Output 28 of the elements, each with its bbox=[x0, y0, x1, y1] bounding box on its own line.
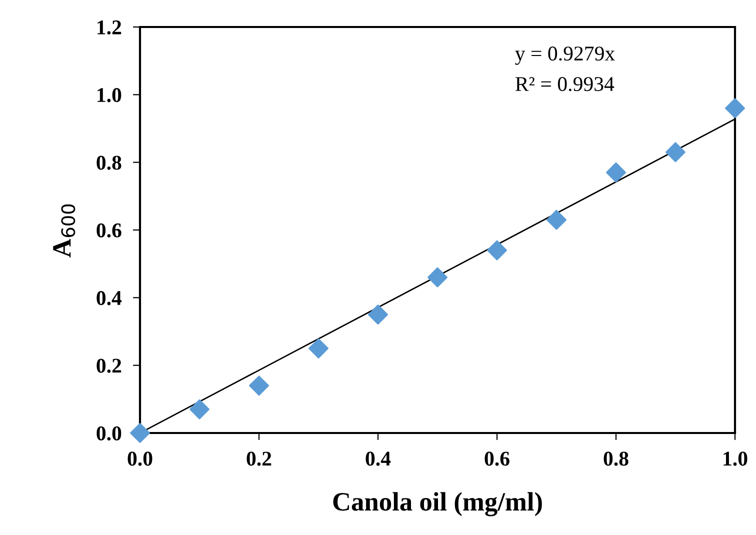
point bbox=[724, 98, 746, 118]
point bbox=[368, 304, 388, 325]
point bbox=[546, 210, 567, 230]
point bbox=[248, 376, 270, 396]
y-tick-label: 0.4 bbox=[96, 291, 122, 306]
y-tick-label: 1.2 bbox=[98, 20, 122, 35]
annotation: R² = 0.9934 bbox=[515, 77, 614, 92]
x-axis-title: Canola oil (mg/ml) bbox=[333, 492, 542, 516]
annotation: y = 0.9279x bbox=[515, 46, 615, 65]
point bbox=[130, 422, 150, 444]
y-tick-label: 0.8 bbox=[96, 156, 122, 170]
x-tick-label: 0.0 bbox=[128, 452, 152, 466]
point bbox=[189, 399, 210, 420]
y-tick-label: 1.0 bbox=[98, 88, 122, 102]
x-tick-label: 0.4 bbox=[366, 452, 391, 466]
y-tick-label: 0.0 bbox=[96, 426, 122, 441]
point bbox=[486, 240, 508, 260]
y-tick-label: 0.6 bbox=[96, 223, 122, 238]
point bbox=[606, 162, 626, 182]
x-tick-label: 0.6 bbox=[484, 452, 510, 466]
y-axis-title: A$_{600}$ bbox=[53, 204, 76, 258]
x-tick-label: 1.0 bbox=[724, 452, 748, 466]
point bbox=[665, 142, 686, 162]
x-tick-label: 0.2 bbox=[246, 452, 272, 466]
point bbox=[308, 338, 329, 358]
x-tick-label: 0.8 bbox=[604, 452, 628, 466]
y-tick-label: 0.2 bbox=[96, 358, 122, 373]
point bbox=[427, 267, 448, 288]
